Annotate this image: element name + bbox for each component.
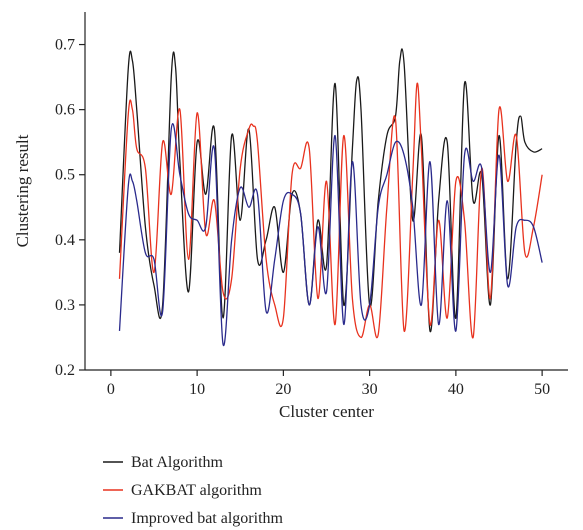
- legend: Bat Algorithm GAKBAT algorithm Improved ba…: [103, 454, 284, 527]
- y-tick-label: 0.5: [55, 167, 75, 184]
- x-tick-label: 50: [534, 381, 550, 398]
- x-tick-label: 0: [107, 381, 115, 398]
- series-line-improved-bat-algorithm: [118, 123, 543, 347]
- legend-label-bat-algorithm: Bat Algorithm: [131, 454, 224, 471]
- legend-label-improved-bat-algorithm: Improved bat algorithm: [131, 510, 284, 527]
- y-tick-label: 0.7: [55, 37, 75, 54]
- x-tick-label: 30: [362, 381, 378, 398]
- y-tick-label: 0.3: [55, 297, 75, 314]
- x-tick-label: 40: [448, 381, 464, 398]
- series-lines: [118, 48, 543, 347]
- axes: 0.2 0.3 0.4 0.5 0.6 0.7 0 10 20 30 40 50: [55, 12, 568, 398]
- x-tick-label: 20: [275, 381, 291, 398]
- y-tick-label: 0.6: [55, 102, 75, 119]
- series-line-bat-algorithm: [118, 48, 543, 333]
- x-axis-title: Cluster center: [279, 402, 374, 421]
- y-axis-title: Clustering result: [13, 134, 32, 247]
- y-tick-label: 0.4: [55, 232, 75, 249]
- series-line-gakbat-algorithm: [118, 82, 543, 339]
- y-tick-label: 0.2: [55, 362, 75, 379]
- legend-label-gakbat-algorithm: GAKBAT algorithm: [131, 482, 262, 499]
- x-tick-label: 10: [189, 381, 205, 398]
